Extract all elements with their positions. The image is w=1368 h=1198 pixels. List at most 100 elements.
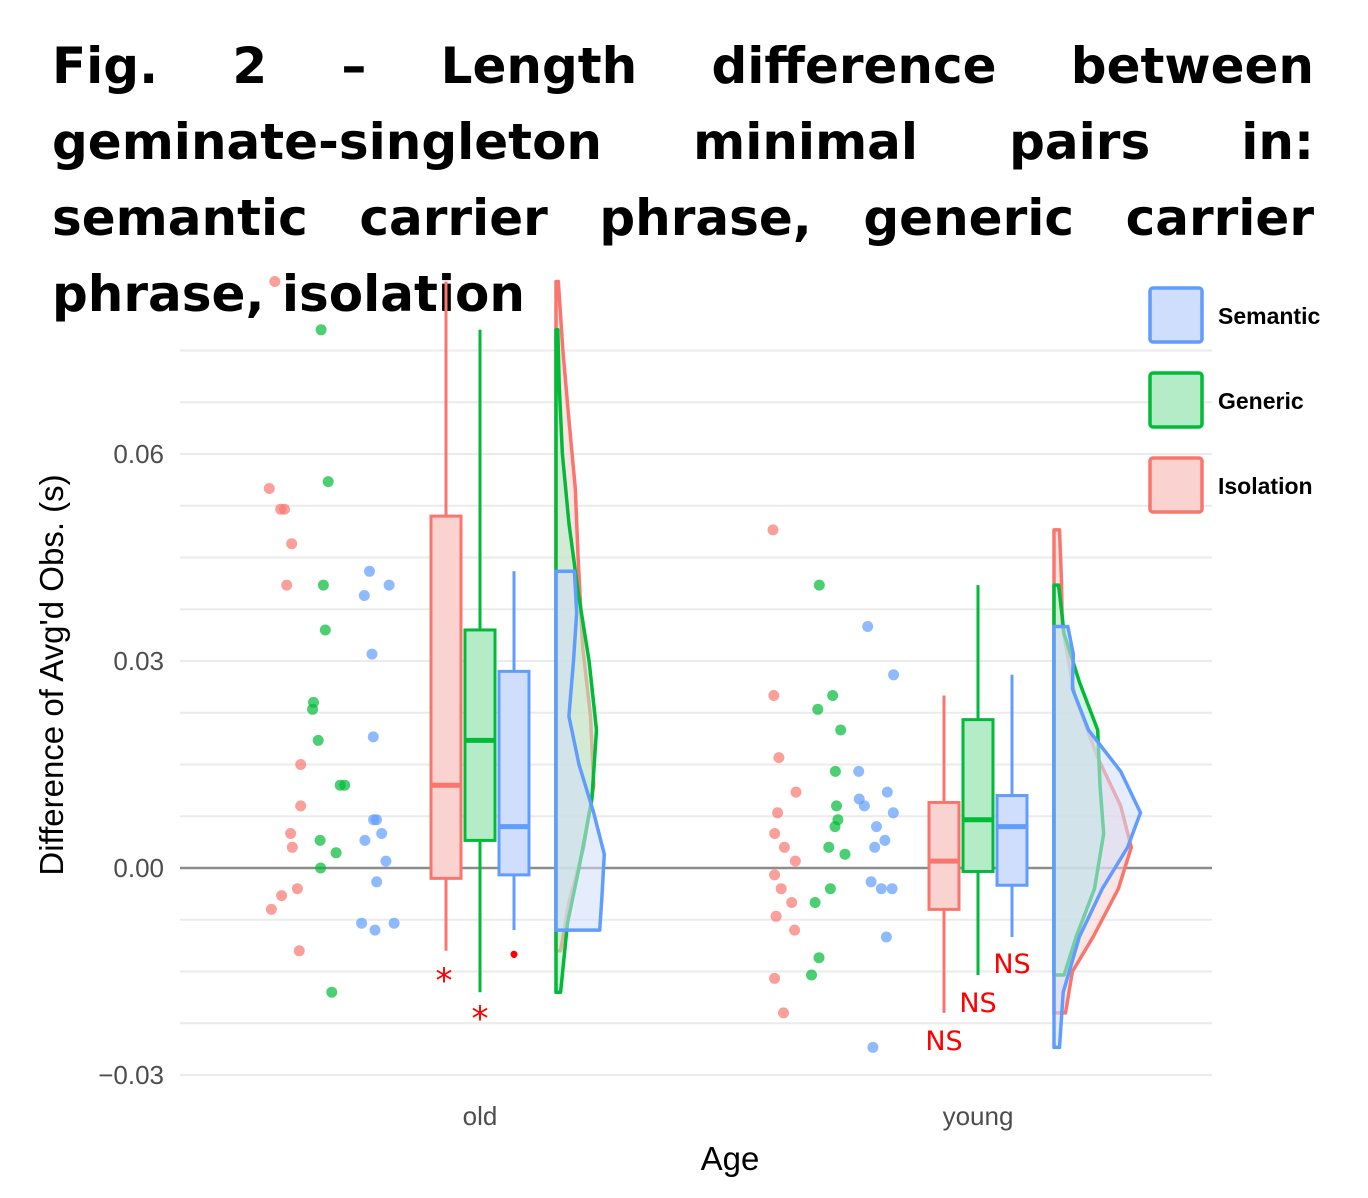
data-point-generic [319, 624, 331, 636]
data-point-semantic [356, 917, 368, 929]
y-axis-title: Difference of Avg'd Obs. (s) [33, 474, 70, 875]
box-isolation-old [429, 514, 463, 880]
data-point-isolation [769, 972, 781, 984]
data-point-semantic [359, 834, 371, 846]
density-clouds [554, 279, 1143, 1050]
data-point-generic [835, 724, 847, 736]
figure-title: Fig. 2 – Length difference between gemin… [52, 37, 1314, 323]
data-point-isolation [265, 903, 277, 915]
significance-label: * [472, 999, 489, 1039]
data-point-isolation [767, 524, 779, 536]
data-point-semantic [879, 834, 891, 846]
data-point-isolation [790, 786, 802, 798]
data-point-semantic [371, 876, 383, 888]
data-point-isolation [293, 945, 305, 957]
data-point-isolation [769, 828, 781, 839]
legend-label-semantic: Semantic [1218, 303, 1320, 329]
data-point-isolation [263, 483, 275, 494]
x-tick-label: old [463, 1101, 498, 1131]
data-point-isolation [775, 883, 787, 895]
data-point-generic [827, 690, 839, 701]
data-point-isolation [778, 1007, 789, 1019]
data-point-semantic [369, 924, 381, 936]
significance-label: NS [993, 949, 1030, 980]
data-point-generic [326, 986, 338, 998]
data-point-isolation [291, 883, 303, 895]
box-semantic-young [995, 794, 1029, 887]
data-point-isolation [770, 910, 782, 922]
data-point-generic [314, 834, 326, 846]
box-generic-young [961, 718, 995, 873]
significance-label: * [436, 961, 453, 1001]
data-point-generic [307, 703, 319, 715]
data-point-generic [339, 779, 351, 791]
legend-key-isolation [1148, 456, 1204, 514]
significance-annotations: * *. NS NS NS [436, 931, 1031, 1057]
data-point-isolation [285, 828, 297, 839]
data-point-semantic [366, 648, 378, 660]
data-point-semantic [853, 765, 865, 777]
data-point-semantic [875, 883, 887, 895]
data-point-semantic [367, 731, 379, 743]
data-point-generic [806, 969, 817, 981]
data-point-semantic [886, 883, 898, 895]
data-point-semantic [871, 821, 882, 833]
data-point-generic [322, 476, 334, 488]
data-point-generic [809, 897, 821, 908]
data-point-semantic [888, 669, 900, 681]
data-point-generic [829, 765, 841, 777]
jitter-points [263, 276, 900, 1053]
legend-key-semantic [1148, 286, 1204, 344]
data-point-generic [315, 324, 327, 336]
y-tick-label: −0.03 [98, 1060, 164, 1090]
box-isolation-young [927, 800, 961, 911]
data-point-semantic [376, 828, 388, 839]
data-point-semantic [887, 807, 899, 819]
data-point-isolation [768, 690, 780, 701]
data-point-generic [831, 800, 842, 812]
y-tick-label: 0.03 [113, 646, 164, 676]
data-point-semantic [880, 931, 892, 943]
data-point-generic [317, 579, 329, 591]
y-tick-label: 0.06 [113, 439, 164, 469]
data-point-generic [813, 579, 825, 591]
data-point-generic [312, 734, 324, 746]
data-point-isolation [786, 897, 798, 908]
data-point-isolation [276, 890, 288, 902]
legend-label-generic: Generic [1218, 388, 1304, 414]
data-point-semantic [865, 876, 877, 888]
data-point-isolation [295, 800, 307, 812]
legend: Semantic Generic Isolation [1148, 286, 1320, 514]
y-axis-ticks: −0.03 0.00 0.03 0.06 [98, 439, 164, 1090]
significance-label: . [509, 931, 519, 966]
density-cloud-semantic-old [554, 569, 607, 932]
x-tick-label: young [943, 1101, 1014, 1131]
data-point-semantic [380, 855, 392, 867]
data-point-isolation [269, 276, 281, 287]
data-point-semantic [364, 565, 375, 577]
density-cloud-semantic-young [1052, 624, 1143, 1050]
data-point-generic [330, 847, 342, 859]
x-axis-ticks: old young [463, 1101, 1014, 1131]
grid-lines [180, 349, 1212, 1076]
data-point-semantic [858, 800, 870, 812]
data-point-isolation [789, 924, 801, 936]
data-point-isolation [778, 841, 790, 853]
data-point-semantic [388, 917, 400, 929]
box-generic-old [463, 628, 497, 842]
data-point-semantic [862, 621, 874, 632]
data-point-generic [812, 703, 824, 715]
data-point-semantic [368, 814, 380, 826]
data-point-isolation [789, 855, 801, 867]
data-point-isolation [769, 869, 781, 881]
y-tick-label: 0.00 [113, 853, 164, 883]
data-point-semantic [383, 579, 395, 591]
significance-label: NS [925, 1026, 962, 1057]
data-point-isolation [275, 503, 287, 515]
data-point-isolation [295, 759, 307, 770]
legend-key-generic [1148, 371, 1204, 429]
data-point-isolation [773, 752, 785, 764]
box-plots [429, 281, 1029, 1013]
data-point-generic [823, 841, 835, 853]
